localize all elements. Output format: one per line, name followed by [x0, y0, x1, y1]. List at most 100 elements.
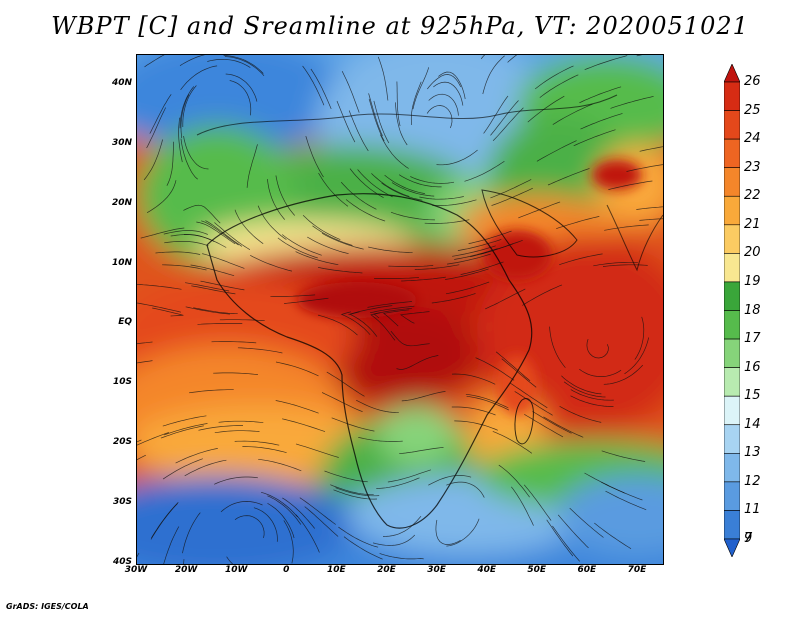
streamline: [452, 245, 496, 257]
streamline: [601, 481, 643, 501]
streamline: [586, 339, 609, 359]
streamline: [164, 240, 209, 247]
lon-label: 30E: [427, 565, 446, 575]
streamline: [373, 307, 412, 319]
streamline: [270, 294, 316, 297]
streamline: [184, 459, 227, 477]
streamline: [624, 337, 650, 375]
lat-label: 40N: [111, 77, 132, 88]
streamline: [491, 187, 533, 206]
streamline: [376, 477, 420, 489]
streamline: [446, 253, 491, 265]
streamline: [387, 469, 432, 483]
colorbar-segment: [724, 281, 740, 311]
streamline: [207, 58, 251, 68]
streamline: [445, 281, 490, 295]
streamline: [234, 440, 280, 446]
streamline: [283, 520, 294, 564]
colorbar-segment: [724, 510, 740, 540]
coastline-arabia: [481, 189, 578, 258]
streamline: [180, 65, 218, 91]
streamline: [433, 81, 464, 106]
streamline: [475, 357, 515, 381]
streamline: [438, 71, 466, 100]
streamline: [267, 503, 295, 539]
colorbar-segment: [724, 424, 740, 454]
streamline: [330, 484, 374, 496]
streamline: [446, 518, 480, 547]
colorbar: [724, 64, 740, 557]
colorbar-label: 9: [744, 531, 753, 546]
streamline: [295, 443, 339, 458]
streamline: [410, 81, 422, 126]
streamline: [267, 495, 302, 525]
streamline: [137, 360, 153, 364]
lon-label: 50E: [527, 565, 547, 575]
streamline: [343, 536, 383, 560]
streamline: [457, 239, 502, 251]
lon-label: 20W: [174, 565, 198, 575]
lat-label: 10N: [111, 257, 132, 268]
streamline: [514, 391, 553, 416]
streamline: [470, 243, 514, 258]
streamline: [543, 416, 584, 438]
streamline: [282, 497, 315, 529]
streamline: [277, 237, 318, 259]
streamline: [377, 56, 389, 101]
streamline: [214, 222, 251, 250]
streamline: [137, 341, 153, 345]
streamline: [137, 283, 182, 290]
streamline: [536, 140, 577, 162]
streamline: [182, 512, 201, 554]
colorbar-label: 17: [744, 331, 761, 347]
streamline: [336, 100, 356, 143]
streamline: [432, 199, 477, 206]
streamline: [384, 174, 425, 194]
streamline: [205, 220, 243, 247]
streamline: [275, 400, 319, 414]
streamline: [601, 450, 646, 462]
streamline: [608, 180, 653, 190]
streamline: [200, 280, 245, 291]
streamline: [454, 420, 498, 431]
streamline: [399, 311, 430, 324]
streamline: [368, 93, 383, 137]
streamline: [561, 375, 602, 395]
lon-label: 20E: [377, 565, 396, 575]
streamline: [395, 102, 408, 146]
coastline-africa: [206, 193, 533, 529]
lat-label: EQ: [118, 317, 132, 328]
streamline: [552, 103, 593, 125]
colorbar-label: 22: [744, 188, 761, 204]
streamline: [451, 406, 496, 416]
streamline: [211, 341, 257, 344]
streamline: [345, 199, 386, 222]
streamline: [197, 323, 243, 325]
streamline: [190, 264, 235, 277]
streamline: [539, 74, 579, 98]
colorbar-label: 21: [744, 216, 761, 232]
lat-label: 30N: [111, 137, 132, 148]
streamline: [282, 418, 326, 432]
streamline: [436, 149, 478, 166]
colorbar-label: 25: [744, 102, 761, 118]
streamline: [557, 514, 589, 549]
streamline: [137, 432, 170, 446]
colorbar-label: 12: [744, 473, 761, 489]
streamline: [179, 86, 195, 129]
colorbar-segment: [724, 110, 740, 140]
streamline: [460, 261, 504, 275]
lon-label: 10W: [224, 565, 248, 575]
streamline: [284, 297, 329, 304]
streamline: [368, 246, 413, 254]
streamline: [324, 470, 368, 483]
streamline: [143, 139, 163, 181]
map-title: WBPT [C] and Sreamline at 925hPa, VT: 20…: [51, 12, 749, 40]
streamline: [368, 98, 385, 142]
streamline: [218, 420, 264, 424]
streamline: [234, 515, 265, 538]
streamline: [573, 129, 616, 147]
streamline: [242, 446, 287, 454]
streamline: [198, 425, 243, 431]
streamline: [382, 515, 422, 537]
